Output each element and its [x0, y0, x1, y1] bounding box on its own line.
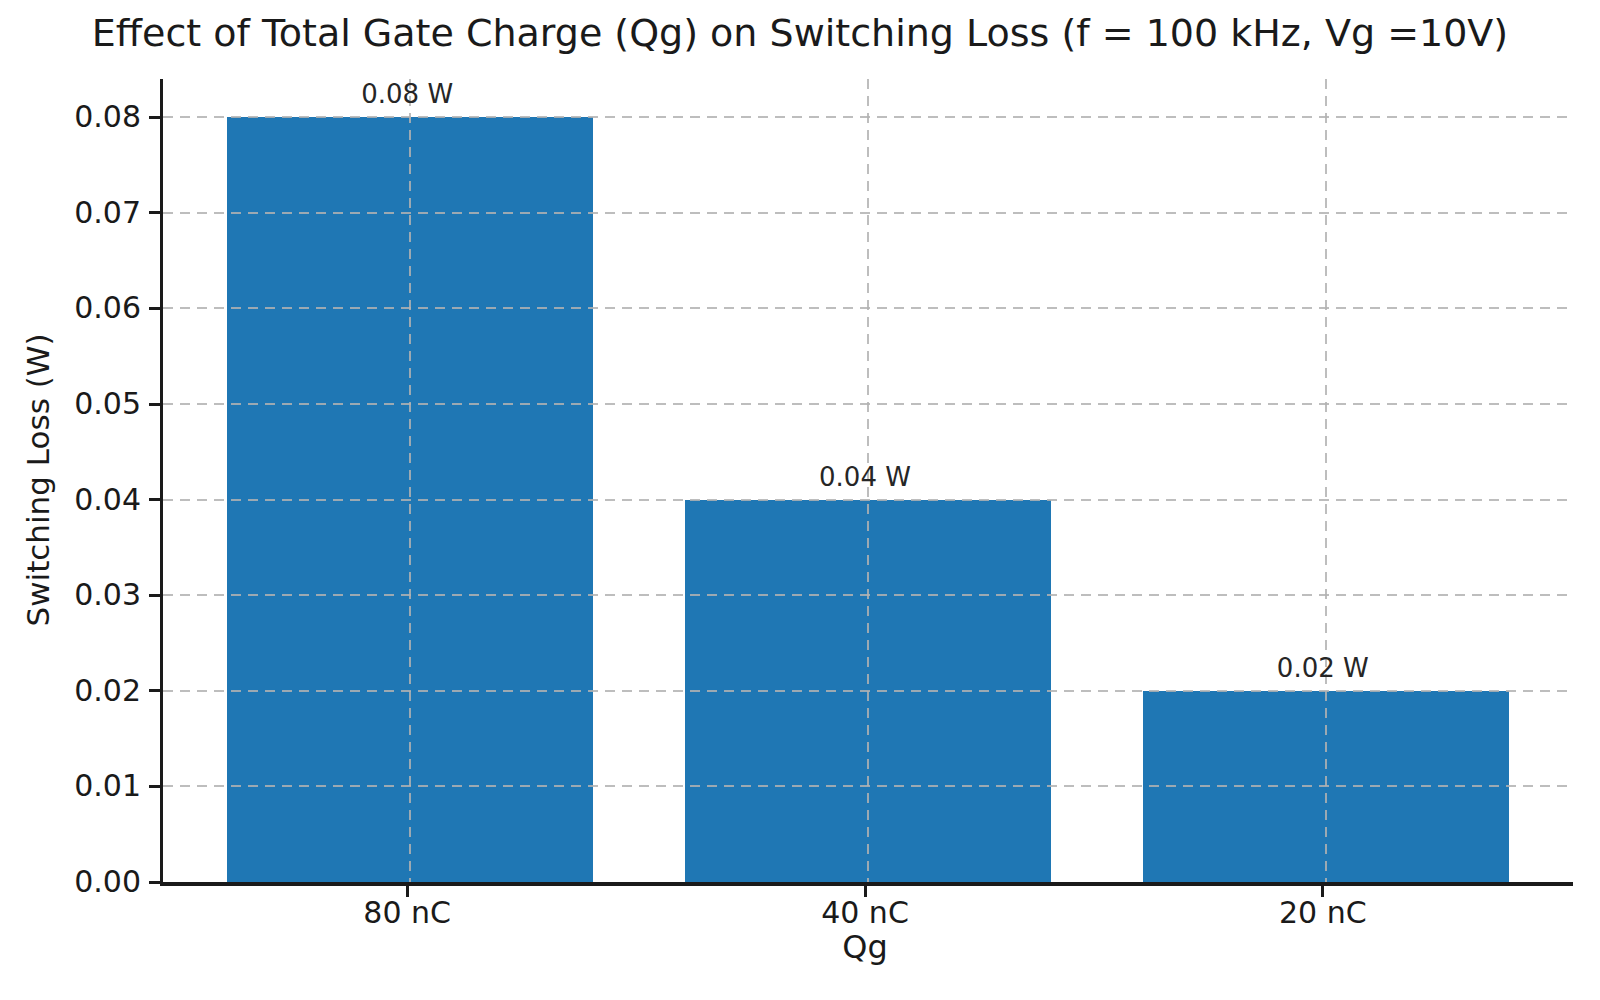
- y-tick: [149, 594, 160, 597]
- y-tick-label: 0.06: [21, 293, 141, 323]
- y-tick: [149, 498, 160, 501]
- y-tick: [149, 785, 160, 788]
- x-gridline: [409, 79, 411, 882]
- y-tick-label: 0.08: [21, 102, 141, 132]
- y-tick: [149, 116, 160, 119]
- y-tick: [149, 211, 160, 214]
- x-axis-label: Qg: [842, 928, 888, 966]
- y-tick-label: 0.05: [21, 389, 141, 419]
- y-tick-label: 0.07: [21, 198, 141, 228]
- y-tick: [149, 403, 160, 406]
- y-tick-label: 0.02: [21, 676, 141, 706]
- x-tick-label: 40 nC: [821, 896, 909, 930]
- y-tick: [149, 689, 160, 692]
- x-tick: [406, 886, 409, 897]
- chart-title: Effect of Total Gate Charge (Qg) on Swit…: [0, 8, 1600, 58]
- y-tick: [149, 307, 160, 310]
- y-tick: [149, 881, 160, 884]
- bar-value-label: 0.04 W: [819, 462, 911, 492]
- x-tick: [1321, 886, 1324, 897]
- y-tick-label: 0.03: [21, 580, 141, 610]
- y-tick-label: 0.04: [21, 485, 141, 515]
- bar-value-label: 0.08 W: [361, 79, 453, 109]
- x-tick-label: 20 nC: [1279, 896, 1367, 930]
- y-tick-label: 0.01: [21, 771, 141, 801]
- x-tick-label: 80 nC: [363, 896, 451, 930]
- x-tick: [864, 886, 867, 897]
- bar-chart-figure: Effect of Total Gate Charge (Qg) on Swit…: [0, 0, 1600, 1000]
- x-gridline: [1325, 79, 1327, 882]
- y-tick-label: 0.00: [21, 867, 141, 897]
- bar-value-label: 0.02 W: [1277, 653, 1369, 683]
